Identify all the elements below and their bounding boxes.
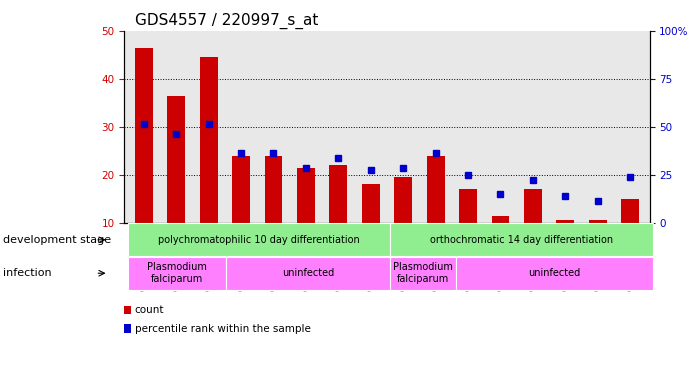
Bar [135,48,153,223]
Bar [232,156,250,223]
Text: count: count [135,305,164,315]
Bar [589,220,607,223]
Bar [426,156,444,223]
Text: development stage: development stage [3,235,111,245]
Bar [395,177,412,223]
Bar [297,167,315,223]
Bar [265,156,283,223]
Bar [200,57,218,223]
Bar [556,220,574,223]
Bar [459,189,477,223]
Text: orthochromatic 14 day differentiation: orthochromatic 14 day differentiation [430,235,613,245]
Bar [362,184,379,223]
Text: uninfected: uninfected [528,268,580,278]
Text: percentile rank within the sample: percentile rank within the sample [135,324,311,334]
Text: uninfected: uninfected [282,268,334,278]
Text: infection: infection [3,268,52,278]
Text: Plasmodium
falciparum: Plasmodium falciparum [147,262,207,284]
Bar [621,199,639,223]
Text: Plasmodium
falciparum: Plasmodium falciparum [393,262,453,284]
Text: GDS4557 / 220997_s_at: GDS4557 / 220997_s_at [135,13,319,29]
Text: polychromatophilic 10 day differentiation: polychromatophilic 10 day differentiatio… [158,235,360,245]
Bar [524,189,542,223]
Bar [330,165,348,223]
Bar [491,215,509,223]
Bar [167,96,185,223]
